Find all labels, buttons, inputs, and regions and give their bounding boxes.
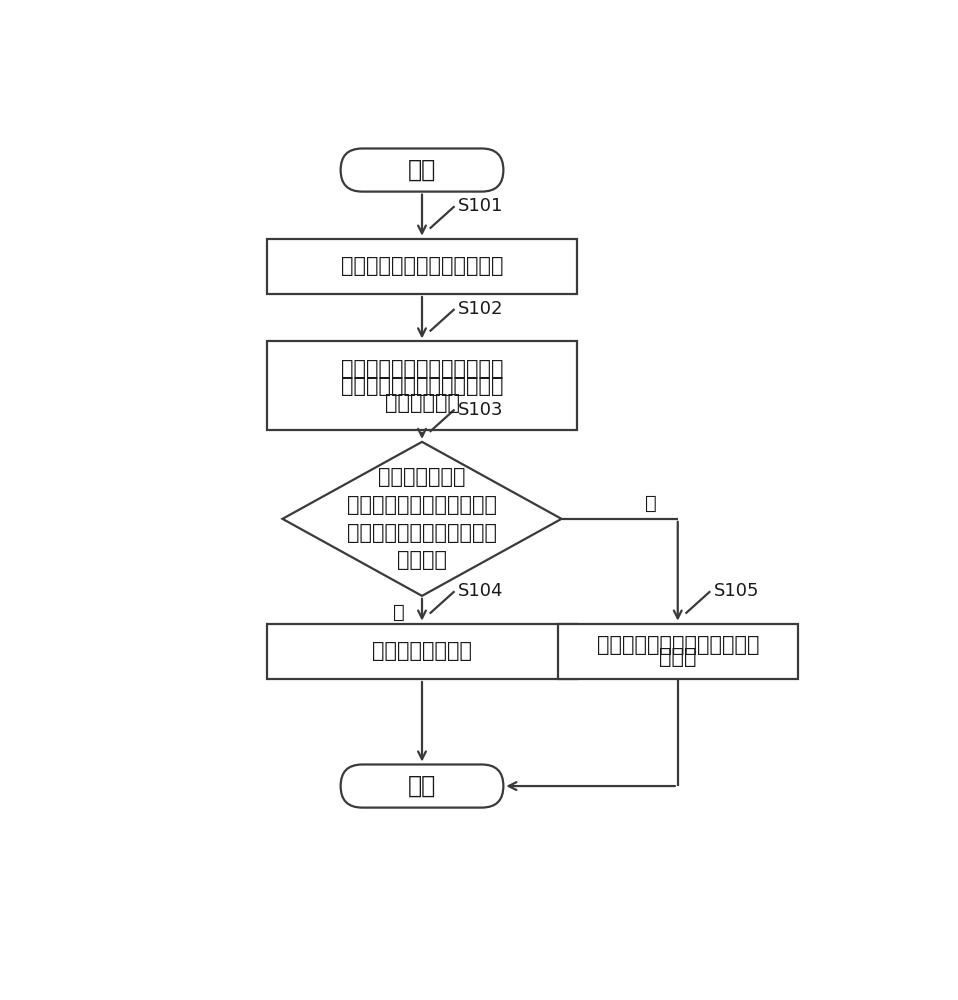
Text: S101: S101 [458, 197, 503, 215]
Text: S104: S104 [458, 582, 503, 600]
Text: 与加工控制指令的加工控制: 与加工控制指令的加工控制 [347, 523, 497, 543]
Bar [558, 624, 798, 679]
Text: 结束: 结束 [408, 774, 436, 798]
Text: 对比半导体装载: 对比半导体装载 [378, 467, 466, 487]
Text: S103: S103 [458, 401, 503, 419]
Polygon shape [283, 442, 561, 596]
Text: S105: S105 [714, 582, 759, 600]
Text: 示信息: 示信息 [659, 647, 696, 667]
Text: 加工设备执行加工: 加工设备执行加工 [372, 641, 472, 661]
FancyBboxPatch shape [341, 148, 503, 192]
Text: 加工设备终止加工，并发出警: 加工设备终止加工，并发出警 [597, 635, 759, 655]
Text: 开始: 开始 [408, 158, 436, 182]
Bar [267, 341, 577, 430]
Bar [267, 624, 577, 679]
Text: 否: 否 [645, 494, 656, 513]
Text: 检测相应半导体装载盒存储的: 检测相应半导体装载盒存储的 [341, 376, 503, 396]
Text: 信息一致: 信息一致 [397, 550, 447, 570]
Text: 是: 是 [393, 603, 404, 622]
Bar [267, 239, 577, 294]
Text: S102: S102 [458, 300, 503, 318]
Text: 向加工设备发出加工控制指令: 向加工设备发出加工控制指令 [341, 256, 503, 276]
FancyBboxPatch shape [341, 764, 503, 808]
Text: 盒存储的加工控制信息是否: 盒存储的加工控制信息是否 [347, 495, 497, 515]
Text: 加工设备根据加工控制指令，: 加工设备根据加工控制指令， [341, 359, 503, 379]
Text: 加工控制信息: 加工控制信息 [384, 393, 460, 413]
